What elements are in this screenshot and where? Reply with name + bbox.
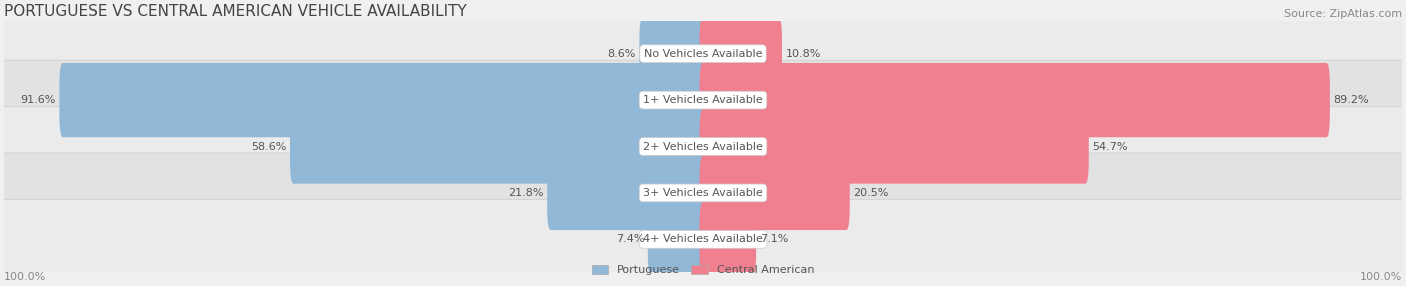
Text: No Vehicles Available: No Vehicles Available [644,49,762,59]
Text: 100.0%: 100.0% [4,272,46,282]
Text: 1+ Vehicles Available: 1+ Vehicles Available [643,95,763,105]
Text: 3+ Vehicles Available: 3+ Vehicles Available [643,188,763,198]
FancyBboxPatch shape [640,17,706,91]
Text: 100.0%: 100.0% [1360,272,1402,282]
FancyBboxPatch shape [59,63,706,137]
Text: 7.1%: 7.1% [759,234,787,244]
Text: 2+ Vehicles Available: 2+ Vehicles Available [643,142,763,152]
FancyBboxPatch shape [700,109,1088,184]
FancyBboxPatch shape [700,202,756,277]
Text: 4+ Vehicles Available: 4+ Vehicles Available [643,234,763,244]
Text: 54.7%: 54.7% [1092,142,1128,152]
FancyBboxPatch shape [648,202,706,277]
FancyBboxPatch shape [0,60,1406,140]
FancyBboxPatch shape [547,156,706,230]
Text: 20.5%: 20.5% [853,188,889,198]
Text: 7.4%: 7.4% [616,234,644,244]
Text: Source: ZipAtlas.com: Source: ZipAtlas.com [1284,9,1402,19]
FancyBboxPatch shape [0,107,1406,186]
Text: 21.8%: 21.8% [508,188,544,198]
Text: 89.2%: 89.2% [1333,95,1369,105]
Text: PORTUGUESE VS CENTRAL AMERICAN VEHICLE AVAILABILITY: PORTUGUESE VS CENTRAL AMERICAN VEHICLE A… [4,4,467,19]
FancyBboxPatch shape [0,199,1406,279]
Text: 58.6%: 58.6% [252,142,287,152]
FancyBboxPatch shape [290,109,706,184]
FancyBboxPatch shape [700,63,1330,137]
Text: 10.8%: 10.8% [786,49,821,59]
FancyBboxPatch shape [700,17,782,91]
FancyBboxPatch shape [0,14,1406,94]
FancyBboxPatch shape [700,156,849,230]
Legend: Portuguese, Central American: Portuguese, Central American [588,262,818,279]
Text: 8.6%: 8.6% [607,49,636,59]
Text: 91.6%: 91.6% [21,95,56,105]
FancyBboxPatch shape [0,153,1406,233]
